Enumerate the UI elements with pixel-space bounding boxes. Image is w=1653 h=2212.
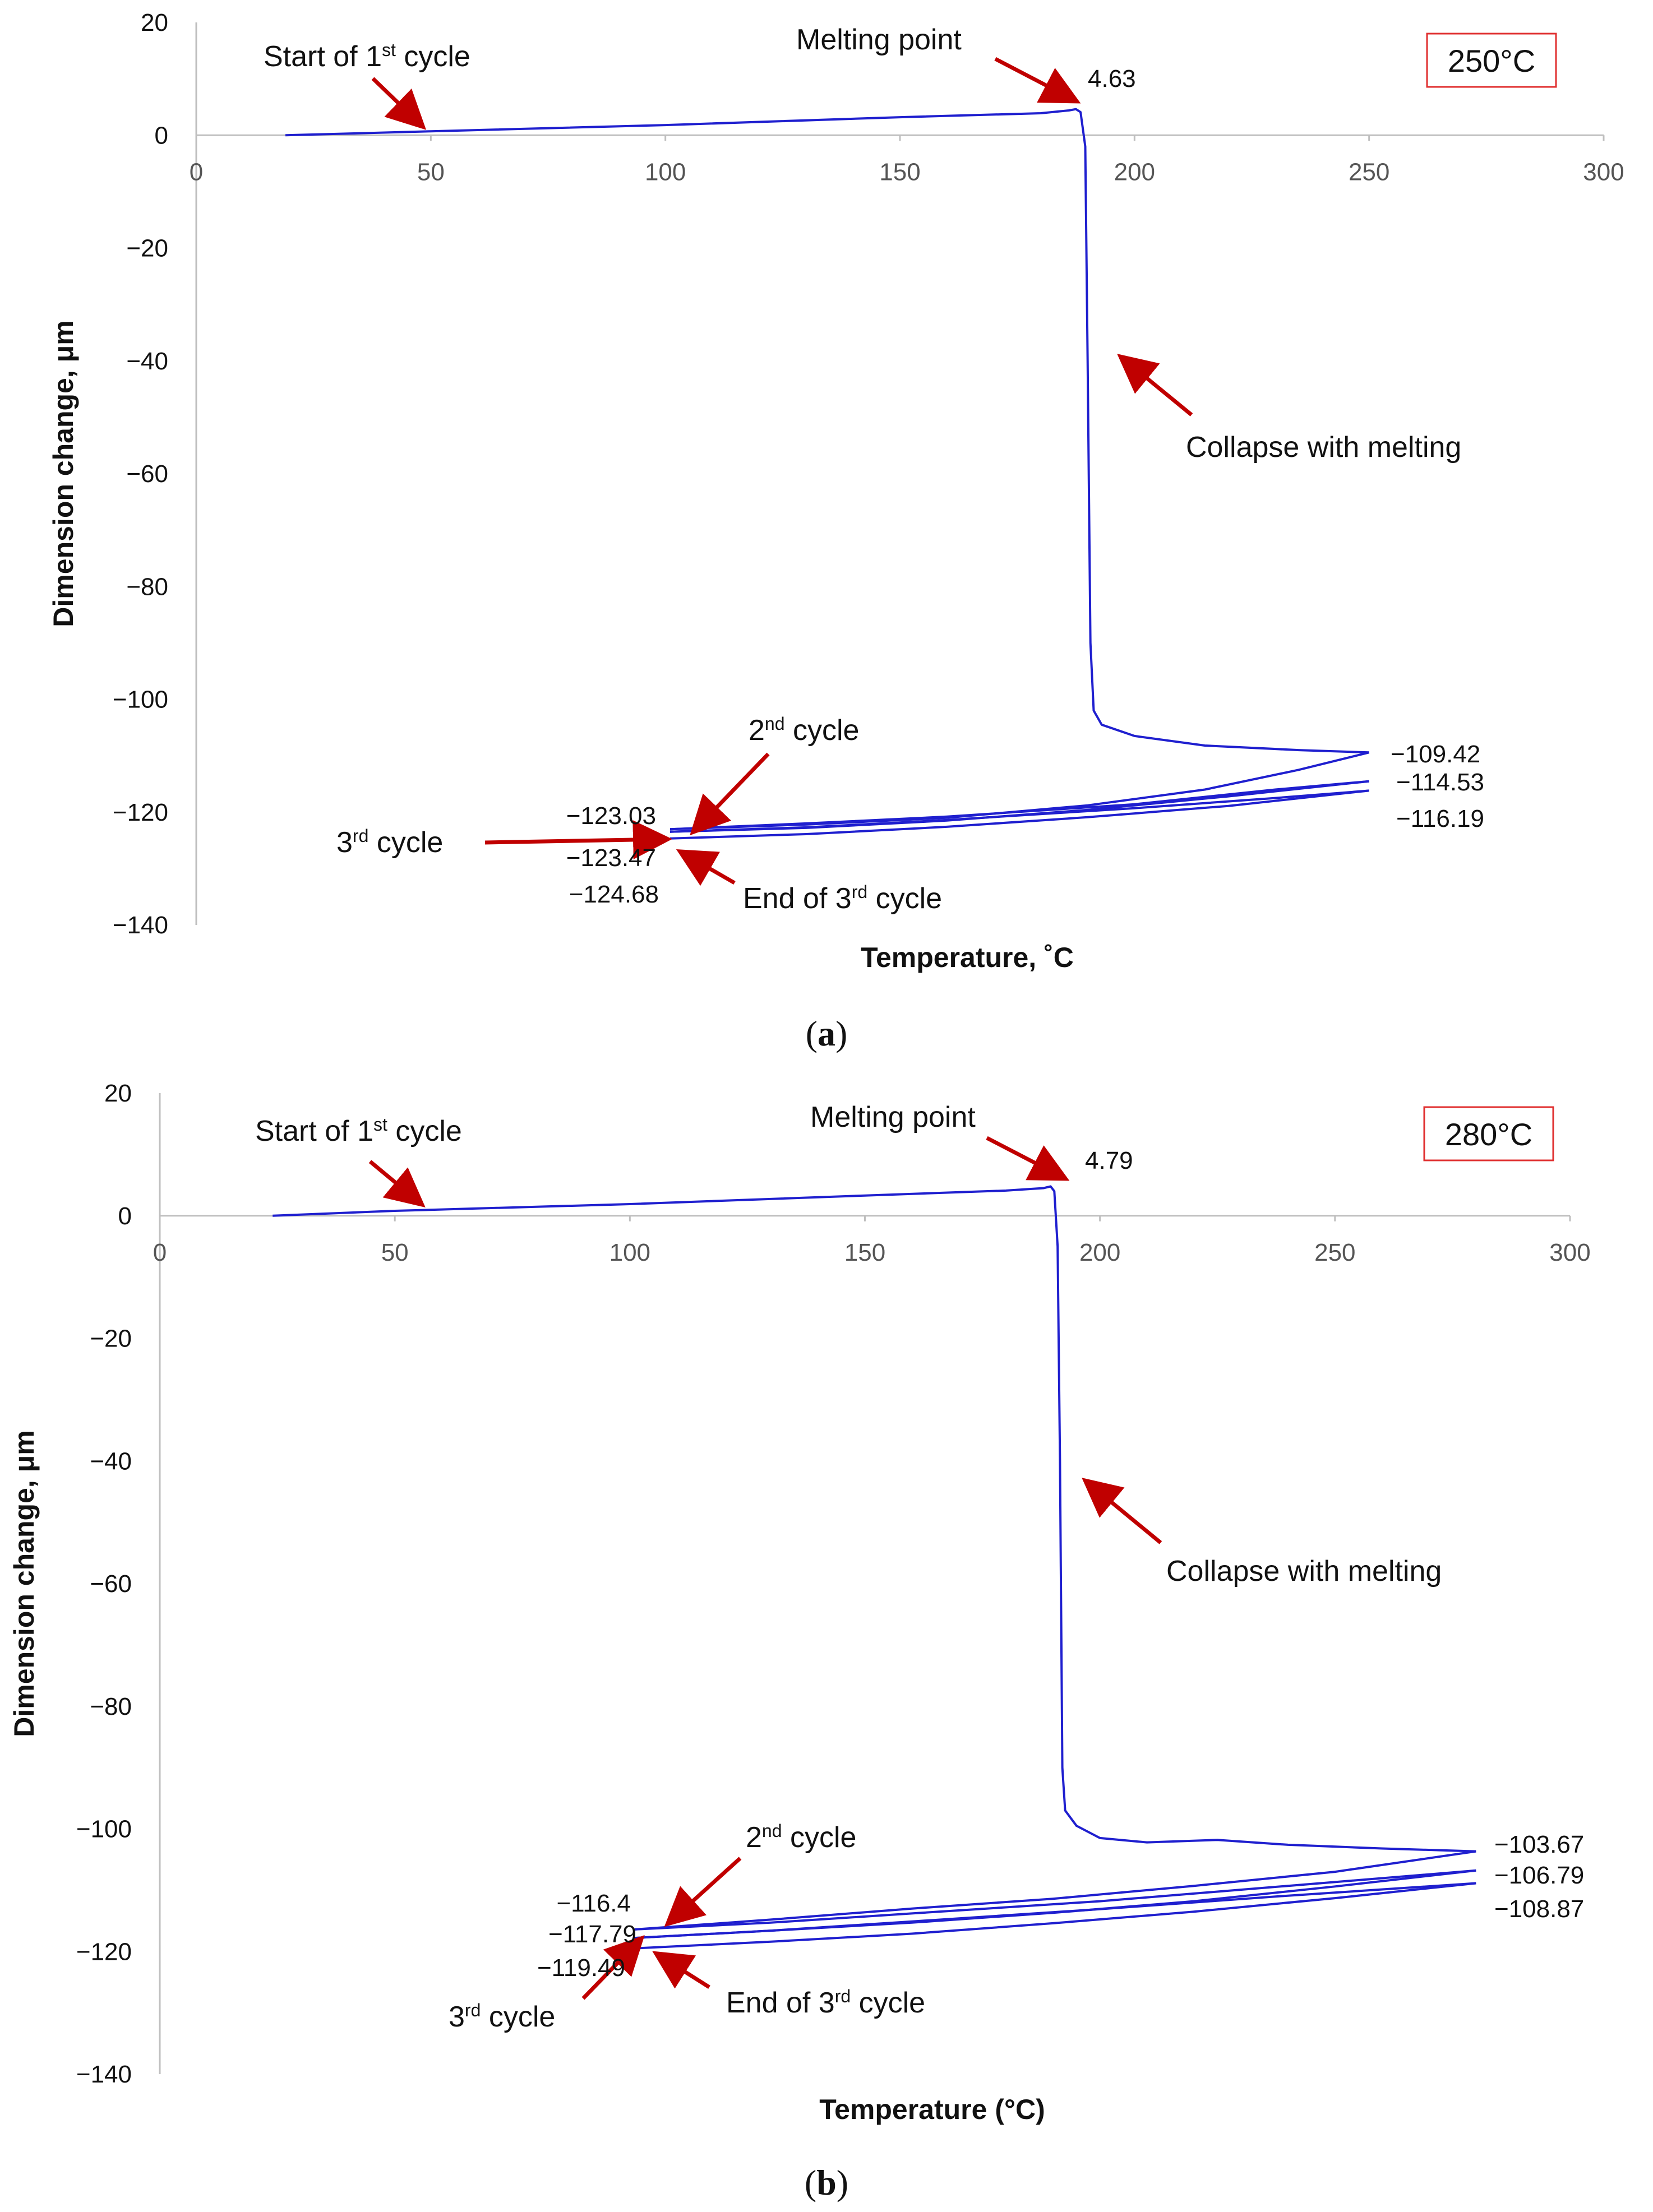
series-line-3	[669, 780, 1369, 831]
right-value-label: −116.19	[1396, 805, 1484, 832]
temperature-box-label: 280°C	[1445, 1117, 1532, 1152]
x-tick-label: 100	[645, 158, 686, 186]
melting-value-label: 4.63	[1088, 65, 1136, 92]
x-tick-label: 150	[844, 1239, 885, 1266]
series-line-6	[669, 789, 1369, 840]
series-line-1	[285, 108, 1369, 754]
collapse-annotation: Collapse with melting	[1166, 1555, 1442, 1588]
x-tick-label: 200	[1114, 158, 1155, 186]
y-axis-title: Dimension change, μm	[8, 1430, 40, 1737]
y-tick-label: 20	[104, 1080, 132, 1107]
x-tick-label: 100	[610, 1239, 650, 1266]
left-value-label: −117.79	[548, 1921, 636, 1948]
melting-value-label: 4.79	[1085, 1147, 1133, 1174]
right-value-label: −103.67	[1494, 1831, 1584, 1858]
x-axis-title: Temperature, ˚C	[861, 942, 1074, 973]
cycle3-arrow	[581, 1935, 645, 2000]
cycle3-annotation: 3rd cycle	[336, 826, 443, 859]
melting-point-annotation: Melting point	[810, 1101, 976, 1133]
cycle2-arrow	[690, 752, 770, 836]
left-value-label: −124.68	[569, 881, 659, 908]
y-tick-label: −100	[113, 686, 168, 714]
y-tick-label: −80	[126, 573, 168, 600]
cycle3-arrow	[484, 820, 672, 860]
x-tick-label: 200	[1079, 1239, 1120, 1266]
left-value-label: −123.47	[566, 844, 656, 872]
collapse-annotation: Collapse with melting	[1186, 431, 1461, 464]
series-line-1	[273, 1185, 1476, 1853]
x-tick-label: 300	[1583, 158, 1624, 186]
cycle3-annotation: 3rd cycle	[449, 2000, 555, 2033]
right-value-label: −106.79	[1494, 1862, 1584, 1889]
x-tick-label: 250	[1314, 1239, 1355, 1266]
right-value-label: −109.42	[1391, 741, 1480, 768]
x-tick-label: 0	[153, 1239, 167, 1266]
melting-point-annotation: Melting point	[796, 24, 962, 56]
cycle2-annotation: 2nd cycle	[746, 1821, 856, 1854]
y-tick-label: −120	[113, 799, 168, 826]
cycle2-annotation: 2nd cycle	[749, 714, 859, 747]
collapse-arrow	[1082, 1478, 1162, 1544]
start-cycle-arrow	[368, 1160, 426, 1207]
panel-label: (b)	[805, 2163, 848, 2202]
melting-point-arrow	[986, 1136, 1070, 1181]
x-tick-label: 150	[879, 158, 920, 186]
right-value-label: −108.87	[1494, 1895, 1584, 1923]
y-axis-title: Dimension change, μm	[48, 320, 79, 627]
temperature-box	[1426, 33, 1557, 88]
end-cycle3-arrow	[676, 849, 736, 886]
y-tick-label: −140	[76, 2061, 132, 2088]
y-tick-label: 0	[118, 1202, 132, 1230]
left-value-label: −123.03	[566, 802, 656, 830]
start-cycle-arrow	[371, 77, 427, 130]
series-line-3	[634, 1869, 1476, 1931]
x-tick-label: 0	[190, 158, 203, 186]
panel-label: (a)	[806, 1014, 848, 1053]
left-value-label: −116.4	[556, 1890, 631, 1917]
y-tick-label: −100	[76, 1816, 132, 1843]
start-cycle-annotation: Start of 1st cycle	[255, 1114, 462, 1147]
y-tick-label: −20	[126, 235, 168, 262]
x-tick-label: 50	[381, 1239, 409, 1266]
end-cycle3-arrow	[652, 1951, 710, 1989]
x-axis-title: Temperature (°C)	[819, 2094, 1045, 2125]
right-value-label: −114.53	[1396, 769, 1484, 796]
y-tick-label: 20	[141, 9, 168, 36]
x-tick-label: 50	[417, 158, 445, 186]
end-cycle3-annotation: End of 3rd cycle	[743, 882, 942, 915]
y-tick-label: 0	[155, 122, 168, 149]
y-tick-label: −40	[90, 1447, 132, 1475]
y-tick-label: −20	[90, 1325, 132, 1353]
temperature-box-label: 250°C	[1448, 43, 1535, 78]
temperature-box	[1423, 1106, 1554, 1161]
y-tick-label: −80	[90, 1693, 132, 1720]
start-cycle-annotation: Start of 1st cycle	[264, 40, 470, 73]
end-cycle3-annotation: End of 3rd cycle	[726, 1986, 925, 2019]
x-tick-label: 300	[1549, 1239, 1590, 1266]
collapse-arrow	[1117, 354, 1193, 417]
y-tick-label: −40	[126, 348, 168, 375]
y-tick-label: −120	[76, 1938, 132, 1965]
series-line-2	[634, 1850, 1476, 1931]
series-line-6	[634, 1882, 1476, 1950]
melting-point-arrow	[994, 57, 1081, 104]
y-tick-label: −60	[90, 1570, 132, 1598]
series-line-5	[669, 789, 1369, 833]
cycle2-arrow	[664, 1857, 742, 1927]
y-tick-label: −140	[113, 911, 168, 939]
y-tick-label: −60	[126, 460, 168, 488]
x-tick-label: 250	[1349, 158, 1389, 186]
series-line-5	[634, 1882, 1476, 1940]
left-value-label: −119.49	[537, 1954, 625, 1982]
